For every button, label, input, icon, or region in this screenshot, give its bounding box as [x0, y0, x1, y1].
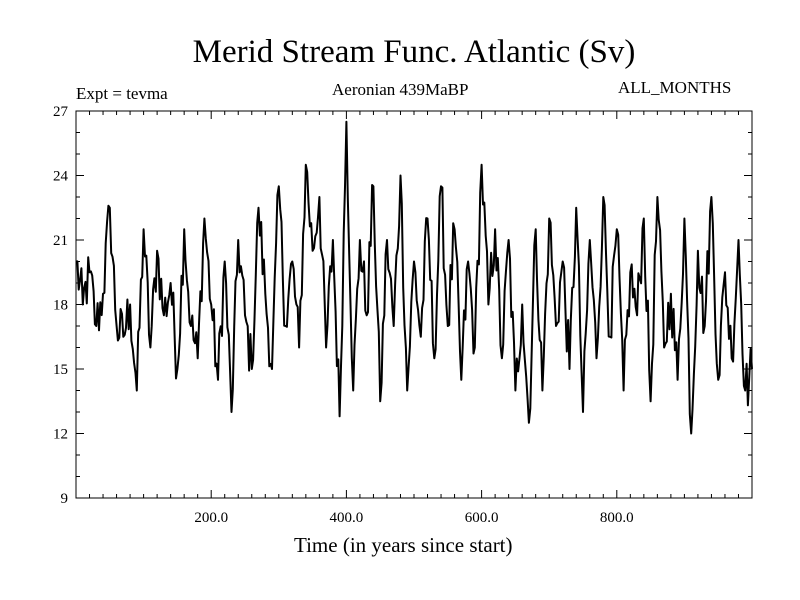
- x-tick-label: 400.0: [330, 510, 364, 526]
- period-label: ALL_MONTHS: [618, 78, 732, 97]
- x-tick-label: 600.0: [465, 510, 499, 526]
- series-line: [75, 120, 753, 435]
- chart-subtitle: Aeronian 439MaBP: [332, 80, 469, 99]
- y-tick-label: 21: [53, 233, 68, 249]
- experiment-label: Expt = tevma: [76, 84, 168, 103]
- x-tick-label: 200.0: [194, 510, 228, 526]
- plot-frame: [75, 110, 753, 499]
- y-tick-label: 27: [53, 104, 69, 120]
- y-tick-label: 9: [61, 491, 69, 507]
- y-tick-label: 18: [53, 298, 68, 314]
- y-tick-label: 15: [53, 362, 68, 378]
- x-tick-label: 800.0: [600, 510, 634, 526]
- y-tick-label: 24: [53, 169, 69, 185]
- chart-title: Merid Stream Func. Atlantic (Sv): [192, 34, 636, 70]
- x-axis-label: Time (in years since start): [294, 533, 513, 557]
- y-tick-label: 12: [53, 427, 68, 443]
